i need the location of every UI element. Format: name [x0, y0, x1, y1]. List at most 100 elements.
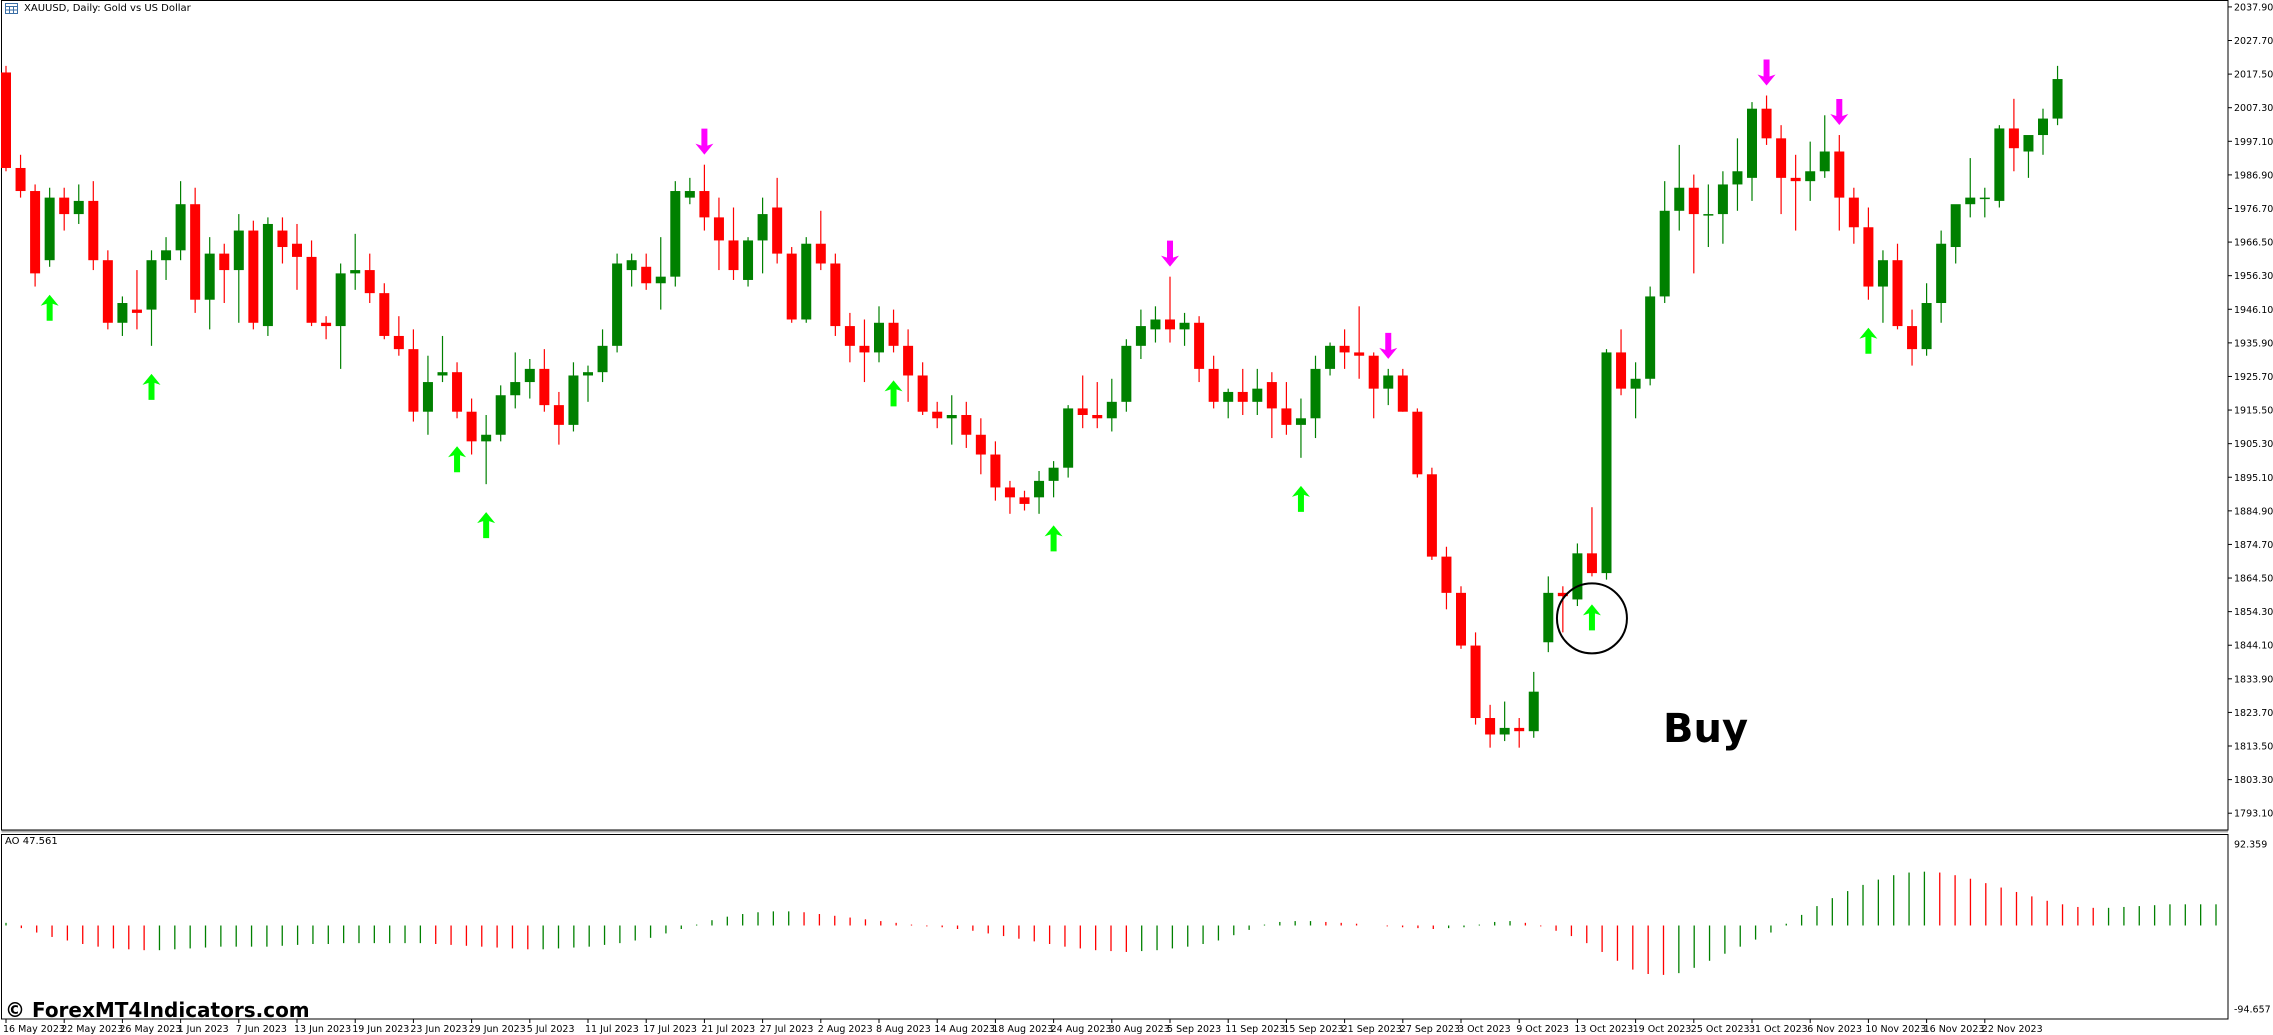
candle-body [15, 167, 26, 192]
candle-body [335, 273, 346, 327]
candle-body [233, 230, 244, 271]
date-label: 21 Sep 2023 [1342, 1024, 1402, 1035]
candle-body [1252, 388, 1263, 402]
price-label: 2037.90 [2234, 2, 2273, 13]
up-arrow-icon [448, 446, 467, 473]
candle [408, 329, 419, 422]
candle-body [655, 276, 666, 284]
candle [190, 187, 201, 313]
candle [2023, 135, 2034, 178]
candle [1165, 276, 1175, 343]
candle [1965, 158, 1976, 218]
candle-body [1063, 408, 1074, 468]
candle [713, 197, 724, 271]
candle [1557, 586, 1568, 633]
candle [641, 253, 652, 290]
candle [88, 181, 99, 271]
candle [1485, 704, 1496, 748]
price-label: 1895.10 [2234, 473, 2273, 484]
candle-body [946, 415, 957, 419]
candle [262, 217, 273, 336]
candle-body [1150, 319, 1161, 330]
date-label: 22 Nov 2023 [1982, 1024, 2043, 1035]
candle [801, 237, 812, 323]
candle-body [830, 263, 841, 327]
candle-body [1237, 391, 1248, 402]
candle-body [583, 372, 593, 376]
price-label: 1915.50 [2234, 406, 2273, 417]
candle [1310, 355, 1321, 439]
up-arrow-icon [1859, 327, 1878, 354]
candle-body [2038, 118, 2048, 136]
candle-body [597, 345, 608, 373]
candle-body [1950, 204, 1961, 248]
candle [1950, 204, 1961, 264]
candle-body [1863, 227, 1874, 287]
candle [830, 253, 841, 336]
candle [292, 223, 302, 290]
candle-body [2023, 135, 2034, 152]
candle [1106, 378, 1117, 432]
candle [1514, 718, 1525, 748]
candle [1252, 368, 1263, 415]
date-label: 23 Jun 2023 [410, 1024, 467, 1035]
date-label: 19 Oct 2023 [1633, 1024, 1692, 1035]
candle-body [146, 260, 157, 310]
candle-body [1179, 322, 1190, 330]
candle-body [1732, 171, 1743, 185]
candle [1848, 187, 1859, 244]
candle [452, 362, 463, 419]
candle-body [1994, 128, 2005, 201]
candle-body [553, 405, 564, 425]
candle-body [117, 303, 128, 323]
candle-body [801, 243, 812, 320]
candle-body [292, 243, 302, 257]
candle [1121, 339, 1132, 412]
chart-window-icon[interactable] [5, 3, 18, 14]
ao-axis-label: -94.657 [2234, 1005, 2271, 1016]
candle [932, 401, 943, 429]
candle [1892, 243, 1903, 330]
candle [422, 355, 433, 435]
candle-body [1325, 345, 1336, 369]
candle [393, 316, 404, 356]
candle [1805, 141, 1816, 201]
date-label: 31 Oct 2023 [1749, 1024, 1808, 1035]
candle-body [1557, 592, 1568, 597]
candle-body [262, 223, 273, 327]
candle-body [1441, 556, 1452, 593]
candle-body [248, 230, 259, 323]
candle-body [859, 345, 870, 353]
candle [1004, 480, 1015, 514]
candle-body [1936, 243, 1947, 304]
candle [699, 164, 710, 231]
candle-body [917, 375, 928, 412]
candle [1339, 329, 1350, 369]
candle [772, 177, 783, 264]
candle [1994, 125, 2005, 208]
candle [1659, 181, 1670, 304]
price-label: 1823.70 [2234, 708, 2273, 719]
candle [437, 335, 448, 383]
candle [277, 217, 288, 264]
candle [1499, 701, 1510, 742]
candle [1819, 115, 1830, 178]
candle [1179, 312, 1190, 346]
candle-body [1688, 187, 1699, 215]
candle-body [699, 191, 710, 218]
candle [2008, 98, 2019, 172]
candle [903, 329, 914, 402]
candle-body [1586, 553, 1597, 574]
candle-body [786, 253, 797, 320]
candle-body [990, 454, 1001, 488]
candle [1368, 352, 1379, 419]
candle [59, 187, 70, 231]
price-label: 1976.70 [2234, 204, 2273, 215]
candle [1616, 329, 1627, 396]
up-arrow-icon [142, 373, 161, 400]
candle-body [626, 260, 637, 271]
price-label: 1946.10 [2234, 305, 2273, 316]
candle-body [1208, 368, 1219, 402]
